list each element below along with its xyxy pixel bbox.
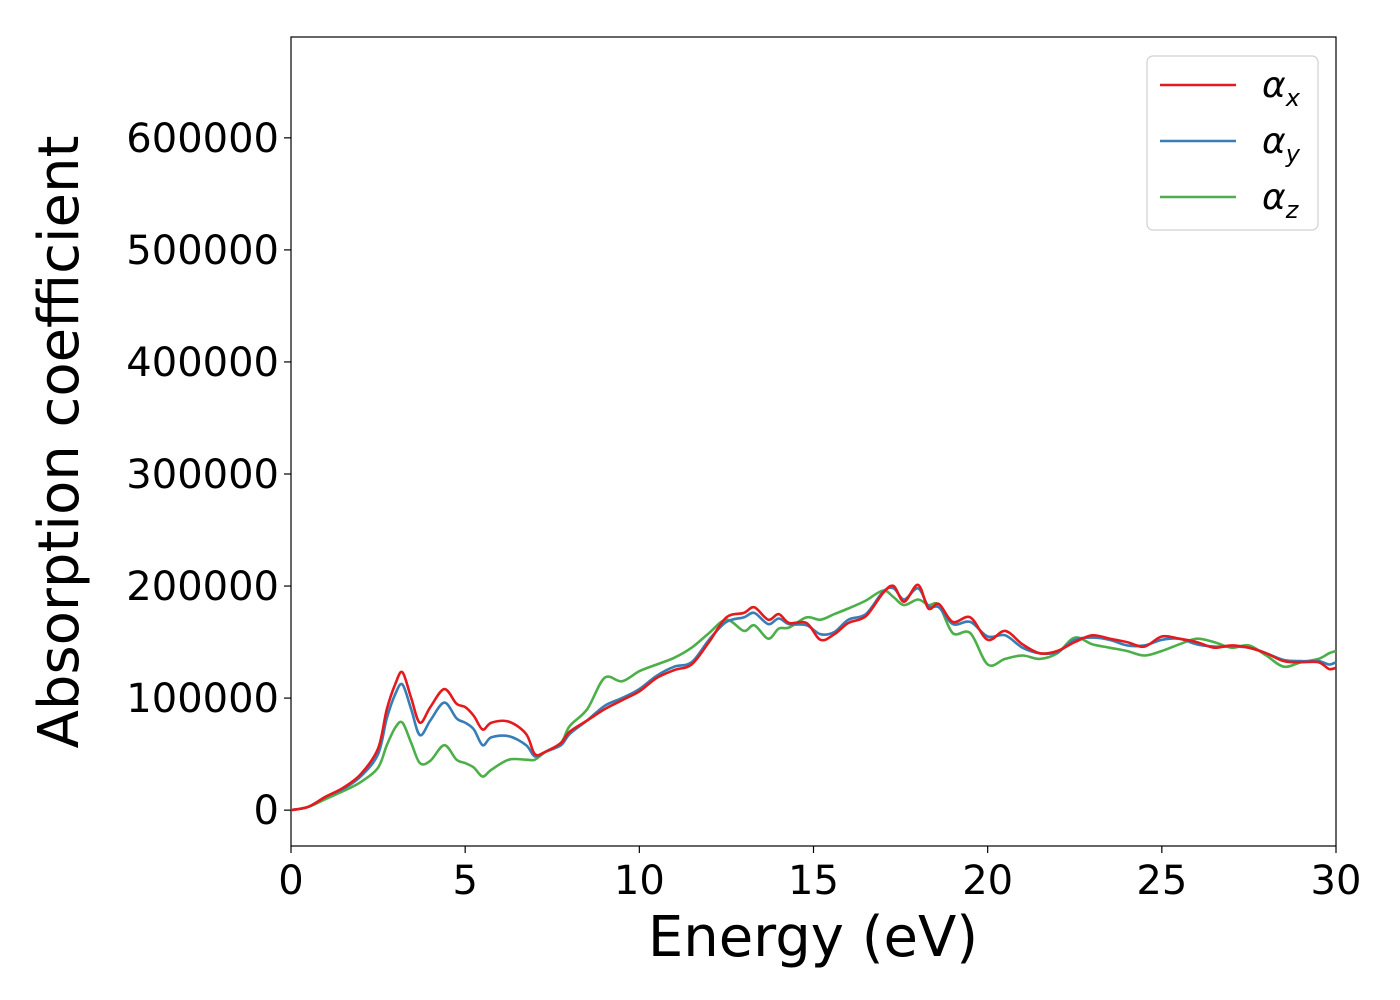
x-tick-label: 0 xyxy=(278,858,303,904)
x-tick-label: 5 xyxy=(452,858,477,904)
x-tick-label: 10 xyxy=(614,858,665,904)
legend-label-alpha-x: αx xyxy=(1262,65,1301,112)
x-tick-label: 15 xyxy=(788,858,839,904)
y-axis-title: Absorption coefficient xyxy=(27,136,92,749)
x-tick-label: 20 xyxy=(962,858,1013,904)
series-lines xyxy=(290,583,1337,812)
series-line-alpha-x xyxy=(290,583,1337,812)
x-axis-title: Energy (eV) xyxy=(648,905,978,970)
legend-box xyxy=(1146,55,1319,231)
x-tick-label: 25 xyxy=(1136,858,1187,904)
legend: αx αy αz xyxy=(1146,55,1319,231)
y-tick-label: 600000 xyxy=(126,116,279,162)
y-tick-label: 400000 xyxy=(126,340,279,386)
y-tick-label: 200000 xyxy=(126,564,279,610)
y-tick-label: 0 xyxy=(254,788,279,834)
series-line-alpha-z xyxy=(290,589,1337,812)
legend-label-alpha-z: αz xyxy=(1262,177,1300,224)
x-tick-label: 30 xyxy=(1311,858,1362,904)
legend-label-alpha-y: αy xyxy=(1262,121,1301,168)
x-axis-ticks: 0 5 10 15 20 25 30 xyxy=(278,846,1361,904)
y-tick-label: 100000 xyxy=(126,676,279,722)
y-tick-label: 300000 xyxy=(126,452,279,498)
y-axis-ticks: 0 100000 200000 300000 400000 500000 600000 xyxy=(126,116,291,834)
y-tick-label: 500000 xyxy=(126,228,279,274)
